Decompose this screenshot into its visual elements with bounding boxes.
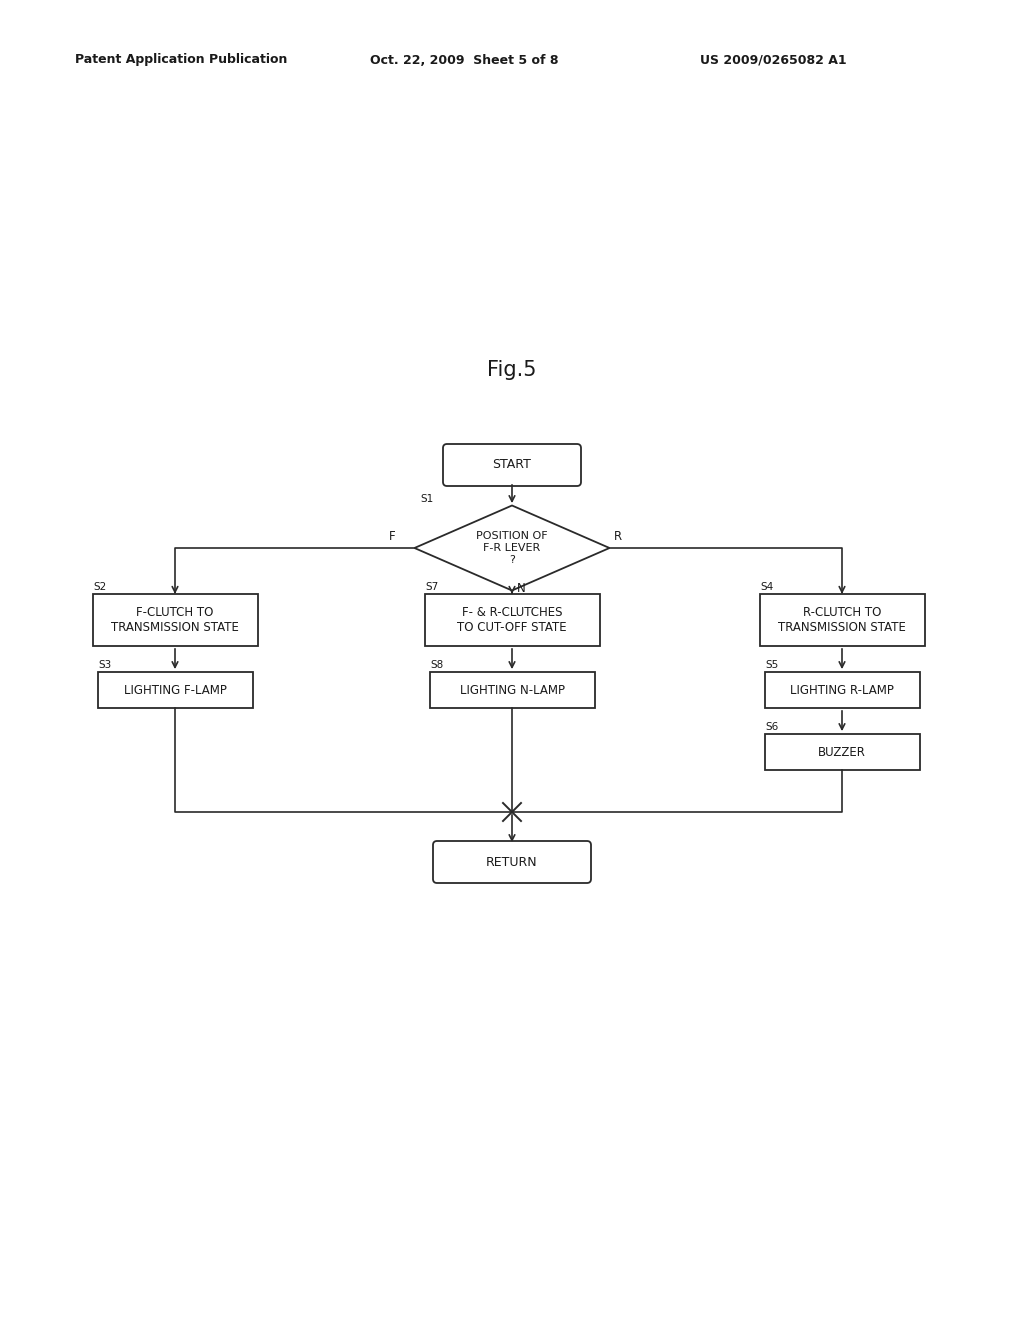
Bar: [765, 672, 920, 708]
Polygon shape: [415, 506, 609, 590]
Text: LIGHTING R-LAMP: LIGHTING R-LAMP: [791, 684, 894, 697]
Text: Fig.5: Fig.5: [487, 360, 537, 380]
FancyBboxPatch shape: [433, 841, 591, 883]
Text: S8: S8: [430, 660, 443, 671]
Text: S3: S3: [98, 660, 112, 671]
Text: F: F: [388, 529, 395, 543]
Text: R: R: [614, 529, 623, 543]
Bar: [765, 734, 920, 770]
Text: START: START: [493, 458, 531, 471]
Text: Patent Application Publication: Patent Application Publication: [75, 54, 288, 66]
Text: RETURN: RETURN: [486, 855, 538, 869]
Bar: [92, 594, 257, 645]
Text: S7: S7: [425, 582, 438, 591]
Bar: [97, 672, 253, 708]
Text: S5: S5: [765, 660, 778, 671]
Text: S6: S6: [765, 722, 778, 733]
FancyBboxPatch shape: [443, 444, 581, 486]
Text: F- & R-CLUTCHES
TO CUT-OFF STATE: F- & R-CLUTCHES TO CUT-OFF STATE: [457, 606, 567, 634]
Bar: [760, 594, 925, 645]
Text: S4: S4: [760, 582, 773, 591]
Bar: [429, 672, 595, 708]
Text: R-CLUTCH TO
TRANSMISSION STATE: R-CLUTCH TO TRANSMISSION STATE: [778, 606, 906, 634]
Text: US 2009/0265082 A1: US 2009/0265082 A1: [700, 54, 847, 66]
Text: LIGHTING F-LAMP: LIGHTING F-LAMP: [124, 684, 226, 697]
Text: S2: S2: [93, 582, 106, 591]
Text: Oct. 22, 2009  Sheet 5 of 8: Oct. 22, 2009 Sheet 5 of 8: [370, 54, 558, 66]
Text: POSITION OF
F-R LEVER
?: POSITION OF F-R LEVER ?: [476, 532, 548, 565]
Text: F-CLUTCH TO
TRANSMISSION STATE: F-CLUTCH TO TRANSMISSION STATE: [111, 606, 239, 634]
Text: BUZZER: BUZZER: [818, 746, 866, 759]
Text: N: N: [517, 582, 525, 595]
Text: S1: S1: [420, 494, 433, 504]
Bar: [425, 594, 599, 645]
Text: LIGHTING N-LAMP: LIGHTING N-LAMP: [460, 684, 564, 697]
